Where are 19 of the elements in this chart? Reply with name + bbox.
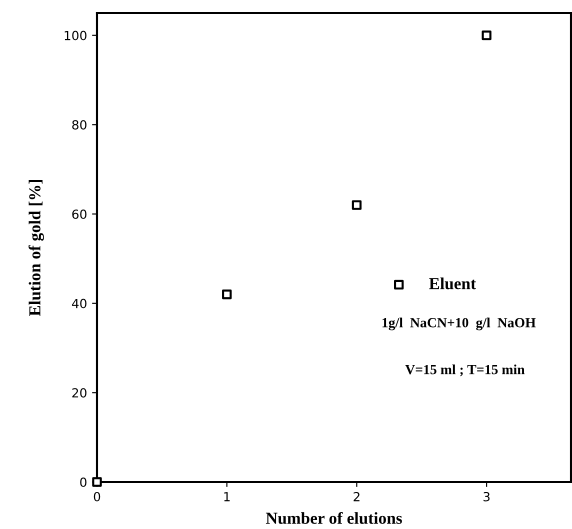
x-tick-label: 0 — [94, 492, 100, 502]
x-tick-label: 2 — [354, 492, 360, 502]
y-axis-title: Elution of gold [%] — [28, 180, 44, 316]
x-axis-title: Number of elutions — [266, 512, 402, 524]
y-tick-label: 40 — [72, 298, 86, 308]
x-tick-label: 1 — [224, 492, 230, 502]
annotation: 1g/l NaCN+10 g/l NaOH — [382, 318, 536, 330]
legend-label: Eluent — [429, 278, 476, 290]
y-tick-label: 0 — [80, 477, 86, 487]
point — [92, 477, 102, 487]
y-tick-label: 20 — [72, 388, 86, 398]
y-tick-label: 100 — [64, 30, 86, 40]
annotation: V=15 ml ; T=15 min — [405, 364, 525, 376]
point — [222, 290, 232, 300]
point — [482, 30, 492, 40]
y-tick-label: 80 — [72, 120, 86, 130]
point — [352, 200, 362, 210]
y-tick-label: 60 — [72, 209, 86, 219]
x-tick-label: 3 — [484, 492, 490, 502]
